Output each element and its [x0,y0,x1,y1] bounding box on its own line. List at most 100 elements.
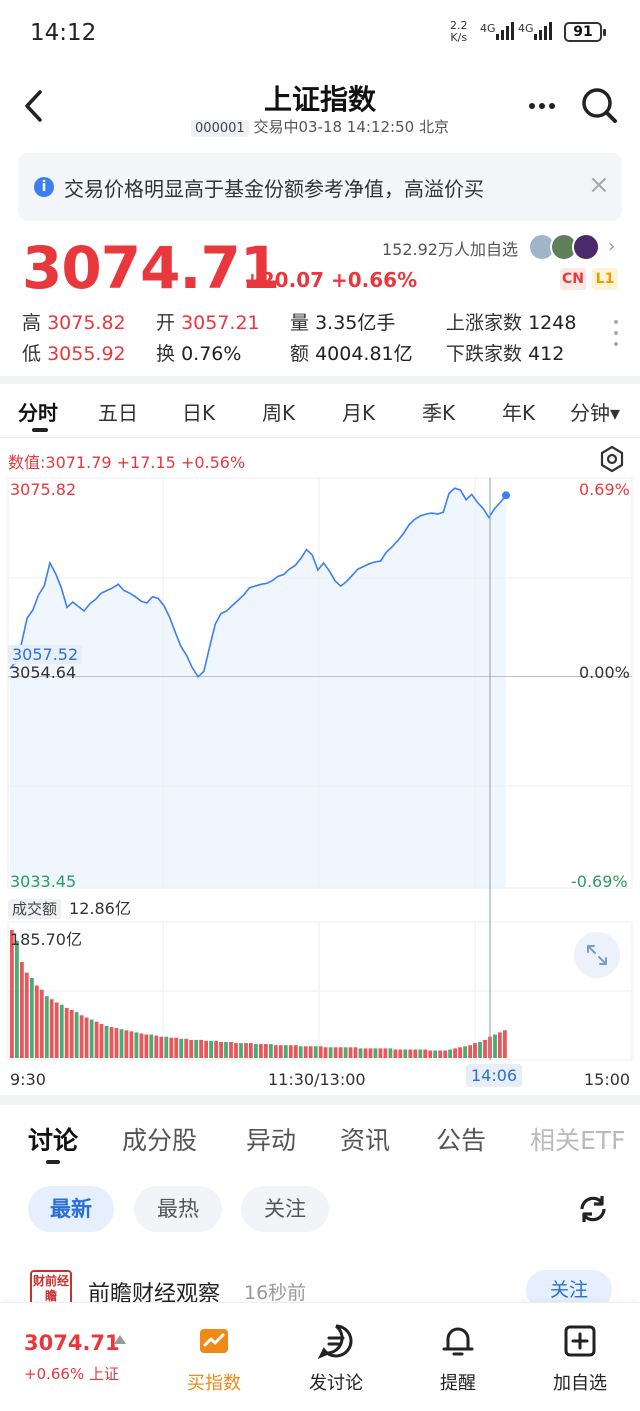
cursor-price-label: 3057.52 [8,645,83,664]
y-tick-high: 3075.82 [10,480,77,499]
bottom-action-bar: 3074.71 +0.66% 上证 买指数 发讨论 提醒 加自选 [0,1302,640,1411]
volume-bar [64,1007,69,1058]
volume-bar [423,1049,428,1058]
tab-indicator [32,428,48,432]
volume-bar [378,1048,383,1058]
volume-bar [283,1045,288,1058]
expand-icon[interactable] [574,932,620,978]
volume-bar [328,1047,333,1058]
volume-bar [254,1044,258,1058]
volume-bar [428,1050,433,1058]
volume-bar [348,1047,353,1058]
tab-daily-k[interactable]: 日K [182,401,216,425]
x-tick-start: 9:30 [10,1070,46,1089]
volume-bar [448,1049,452,1058]
tab-five-day[interactable]: 五日 [98,401,138,425]
info-icon: i [34,177,54,197]
volume-bar [468,1045,472,1058]
settings-icon[interactable] [598,445,626,473]
stat-fall-count: 下跌家数 412 [446,343,565,365]
filter-following[interactable]: 关注 [241,1186,329,1232]
more-vertical-icon[interactable] [612,318,620,348]
volume-bar [214,1040,218,1058]
volume-bar [303,1046,308,1058]
volume-bar [59,1004,64,1058]
back-button[interactable] [20,88,50,124]
post-time: 16秒前 [244,1282,307,1304]
volume-bar [308,1046,313,1058]
tab-indicator [46,1160,60,1164]
stat-high: 高 3075.82 [22,312,126,334]
volume-bar [149,1034,154,1058]
search-button[interactable] [578,84,620,126]
volume-bar [119,1029,124,1058]
avatar[interactable]: 财前经瞻 [30,1270,72,1306]
signal-bars-1-icon [496,22,514,40]
volume-bar [234,1043,238,1058]
volume-bar [383,1048,388,1058]
chat-icon [317,1324,353,1359]
follower-avatars[interactable] [528,233,600,261]
tab-minute[interactable]: 分钟▾ [570,401,621,425]
tab-news[interactable]: 资讯 [340,1126,391,1155]
add-watchlist-button[interactable]: 加自选 [530,1321,630,1395]
filter-latest[interactable]: 最新 [28,1186,114,1232]
volume-bar [403,1049,408,1058]
volume-bar [244,1043,248,1058]
volume-bar [34,985,39,1058]
volume-bar [278,1045,283,1058]
current-price: 3074.71 [22,234,280,302]
divider [0,1095,640,1105]
bell-icon [442,1327,474,1356]
tab-discussion[interactable]: 讨论 [28,1126,79,1155]
tab-components[interactable]: 成分股 [122,1126,198,1155]
chart-period-tabs: 分时 五日 日K 周K 月K 季K 年K 分钟▾ [0,384,640,438]
volume-bar [298,1046,303,1058]
level-tag-l1: L1 [592,268,618,290]
tab-movements[interactable]: 异动 [246,1126,297,1155]
buy-index-button[interactable]: 买指数 [164,1321,264,1395]
price-area [10,488,506,888]
divider [0,376,640,384]
tab-related-etf[interactable]: 相关ETF [530,1126,626,1155]
y-pct-mid: 0.00% [579,663,630,682]
reminder-button[interactable]: 提醒 [408,1321,508,1395]
stock-code: 000001 [191,120,249,137]
volume-bar [239,1043,243,1058]
signal-label-1: 4G [480,22,496,35]
tab-quarterly-k[interactable]: 季K [422,401,456,425]
volume-bar [154,1035,159,1058]
volume-bar [438,1050,443,1058]
close-icon[interactable]: × [588,170,610,200]
triangle-up-icon [114,1335,126,1344]
followers-count[interactable]: 152.92万人加自选 [382,240,518,259]
tab-announcements[interactable]: 公告 [436,1126,487,1155]
tab-weekly-k[interactable]: 周K [262,401,296,425]
page-title: 上证指数 [263,83,376,116]
volume-bar [483,1039,487,1058]
refresh-icon[interactable] [574,1190,612,1228]
tab-monthly-k[interactable]: 月K [342,401,376,425]
tab-yearly-k[interactable]: 年K [502,401,536,425]
filter-hot[interactable]: 最热 [134,1186,222,1232]
volume-bar [323,1047,328,1058]
volume-bar [20,962,24,1058]
post-discussion-button[interactable]: 发讨论 [286,1321,386,1395]
volume-bar [229,1042,233,1058]
status-bar: 14:12 2.2 K/s 4G 4G 91 [0,0,640,66]
tab-intraday[interactable]: 分时 [18,401,58,425]
volume-bar [94,1021,99,1058]
volume-bar [503,1030,507,1058]
volume-bar [179,1038,184,1058]
chevron-right-icon[interactable]: › [608,236,616,257]
volume-bar [293,1045,298,1058]
volume-bar [313,1046,318,1058]
volume-bar [363,1048,368,1058]
volume-bar [49,999,54,1058]
volume-bar [89,1019,94,1058]
intraday-chart[interactable] [0,470,640,1100]
more-button[interactable] [524,90,560,122]
volume-bar [408,1049,413,1058]
volume-bar [443,1050,448,1058]
volume-bar [219,1042,223,1058]
